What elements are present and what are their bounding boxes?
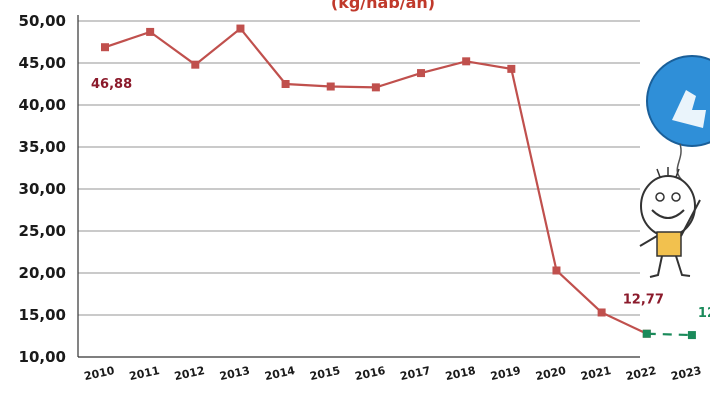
x-tick-label: 2018 xyxy=(444,364,477,383)
x-axis-ticks: 2010 2011 2012 2013 2014 2015 2016 2017 2018 2019… xyxy=(83,364,703,383)
data-point-marker xyxy=(507,64,516,73)
series-line xyxy=(104,27,648,335)
x-tick-label: 2020 xyxy=(534,364,567,383)
data-point-marker xyxy=(417,69,426,78)
data-point-marker xyxy=(236,24,245,33)
y-tick-label: 30,00 xyxy=(19,180,66,198)
y-tick-label: 20,00 xyxy=(19,264,66,282)
balloon-string xyxy=(676,143,683,181)
figure-eye-left xyxy=(655,192,665,202)
x-tick-label: 2019 xyxy=(489,364,522,383)
data-point-marker xyxy=(101,43,109,52)
x-tick-label: 2023 xyxy=(670,364,703,383)
x-tick-label: 2013 xyxy=(218,364,251,383)
figure-shirt xyxy=(656,231,682,257)
x-tick-label: 2021 xyxy=(580,364,613,383)
y-tick-label: 50,00 xyxy=(19,12,66,30)
figure-hair xyxy=(656,167,680,178)
y-tick-label: 40,00 xyxy=(19,96,66,114)
data-point-marker xyxy=(146,27,155,36)
thumbs-up-icon xyxy=(672,90,706,128)
x-tick-label: 2012 xyxy=(173,364,206,383)
data-labels: 46,88 12,77 12,61 xyxy=(91,77,710,321)
grid-layer xyxy=(78,20,640,316)
x-tick-label: 2014 xyxy=(264,364,297,383)
y-tick-label: 35,00 xyxy=(19,138,66,156)
y-tick-label: 15,00 xyxy=(19,306,66,324)
data-label: 46,88 xyxy=(91,77,132,92)
figure-eye-right xyxy=(671,192,681,202)
balloon-icon xyxy=(646,55,710,147)
y-tick-label: 25,00 xyxy=(19,222,66,240)
x-tick-label: 2010 xyxy=(83,364,116,383)
x-tick-label: 2022 xyxy=(625,364,658,383)
data-point-marker xyxy=(326,82,335,91)
y-tick-label: 10,00 xyxy=(19,348,66,366)
data-label: 12,61 xyxy=(698,306,710,321)
data-point-marker xyxy=(597,308,606,317)
data-label: 12,77 xyxy=(623,293,664,308)
data-point-marker xyxy=(552,266,561,275)
data-point-marker xyxy=(191,60,200,69)
series-layer xyxy=(101,24,696,340)
x-tick-label: 2016 xyxy=(354,364,387,383)
chart-title: (kg/hab/an) xyxy=(331,0,435,12)
cartoon-figure-illustration xyxy=(639,55,710,278)
data-point-marker xyxy=(281,80,290,88)
x-tick-label: 2015 xyxy=(309,364,342,383)
x-tick-label: 2011 xyxy=(128,364,161,383)
data-point-marker xyxy=(371,83,380,92)
y-axis-ticks: 50,00 45,00 40,00 35,00 30,00 25,00 20,00 15,00… xyxy=(19,12,66,366)
x-tick-label: 2017 xyxy=(399,364,432,383)
data-point-marker xyxy=(687,331,696,340)
figure-arms xyxy=(639,199,701,247)
y-tick-label: 45,00 xyxy=(19,54,66,72)
figure-legs xyxy=(649,255,691,278)
data-point-marker xyxy=(462,57,471,66)
figure-head xyxy=(640,175,696,237)
axis-layer xyxy=(77,15,640,358)
data-point-marker xyxy=(642,329,651,338)
figure-smile xyxy=(651,209,685,219)
series-line xyxy=(646,332,692,337)
